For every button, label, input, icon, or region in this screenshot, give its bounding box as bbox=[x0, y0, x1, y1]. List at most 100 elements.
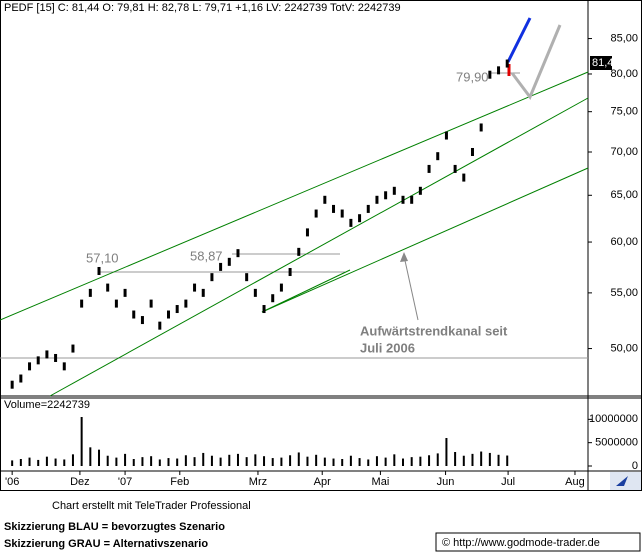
price-bar bbox=[123, 288, 127, 297]
volume-bar bbox=[71, 454, 74, 466]
price-bar bbox=[36, 356, 40, 365]
y-tick-label: 60,00 bbox=[610, 236, 638, 248]
price-bar bbox=[488, 70, 492, 79]
price-bar bbox=[201, 288, 205, 297]
price-bar bbox=[166, 310, 170, 319]
price-bar bbox=[392, 186, 396, 195]
volume-bar bbox=[184, 455, 187, 466]
volume-bar bbox=[271, 458, 274, 466]
price-bar bbox=[401, 195, 405, 204]
price-bar bbox=[366, 204, 370, 213]
x-tick-label: Mai bbox=[372, 476, 390, 488]
price-bar bbox=[427, 164, 431, 173]
volume-bar bbox=[402, 458, 405, 466]
price-bar bbox=[375, 195, 379, 204]
volume-bar bbox=[410, 457, 413, 466]
price-bar bbox=[97, 266, 101, 275]
x-tick-label: Jul bbox=[501, 476, 515, 488]
price-bar bbox=[332, 204, 336, 213]
volume-bar bbox=[506, 455, 509, 466]
volume-bar bbox=[323, 457, 326, 466]
x-tick-label: Feb bbox=[170, 476, 189, 488]
y-tick-label: 50,00 bbox=[610, 342, 638, 354]
volume-bar bbox=[19, 459, 22, 466]
price-bar bbox=[462, 173, 466, 182]
price-bar bbox=[227, 257, 231, 266]
volume-bar bbox=[132, 459, 135, 466]
volume-bar bbox=[54, 458, 57, 466]
trend-line bbox=[261, 167, 589, 313]
volume-bar bbox=[193, 457, 196, 466]
volume-bar bbox=[106, 455, 109, 466]
price-bar bbox=[45, 350, 49, 359]
volume-bar bbox=[11, 460, 14, 466]
volume-bar bbox=[480, 451, 483, 466]
volume-bar bbox=[254, 454, 257, 466]
price-bar bbox=[297, 247, 301, 256]
volume-bar bbox=[428, 455, 431, 466]
price-bar bbox=[418, 186, 422, 195]
price-bar bbox=[114, 299, 118, 308]
y-tick-label: 70,00 bbox=[610, 146, 638, 158]
volume-bar bbox=[176, 458, 179, 466]
volume-bar bbox=[45, 456, 48, 466]
volume-bar bbox=[80, 417, 83, 466]
price-bar bbox=[340, 209, 344, 218]
price-bar bbox=[271, 294, 275, 303]
price-bar bbox=[444, 131, 448, 140]
volume-bar bbox=[384, 457, 387, 466]
price-bar bbox=[305, 228, 309, 237]
volume-bar bbox=[150, 456, 153, 466]
volume-bar bbox=[462, 455, 465, 466]
volume-bar bbox=[471, 453, 474, 466]
volume-bar bbox=[263, 456, 266, 466]
price-bar bbox=[436, 152, 440, 161]
volume-bar bbox=[393, 454, 396, 466]
volume-bar bbox=[98, 449, 101, 466]
volume-bar bbox=[436, 453, 439, 466]
price-bar bbox=[349, 218, 353, 227]
price-bar bbox=[497, 66, 501, 75]
price-bar bbox=[54, 353, 58, 362]
volume-bar bbox=[297, 452, 300, 466]
footer: Skizzierung BLAU = bevorzugtes Szenario bbox=[4, 521, 225, 533]
price-bar bbox=[253, 288, 257, 297]
price-bar bbox=[453, 164, 457, 173]
price-bar bbox=[184, 299, 188, 308]
last-label: 81,44 bbox=[592, 57, 620, 69]
annotation: 79,90 bbox=[456, 69, 489, 84]
volume-bar bbox=[315, 454, 318, 466]
price-bar bbox=[358, 214, 362, 223]
arrow-head bbox=[400, 252, 408, 262]
url-box bbox=[435, 532, 641, 552]
x-tick-label: Mrz bbox=[249, 476, 267, 488]
price-bar bbox=[210, 273, 214, 282]
last-label-box bbox=[590, 56, 612, 70]
volume-bar bbox=[375, 456, 378, 466]
volume-bar bbox=[236, 453, 239, 466]
price-bar bbox=[479, 123, 483, 132]
volume-bar bbox=[289, 455, 292, 466]
trend-line bbox=[49, 97, 589, 397]
price-bar bbox=[80, 299, 84, 308]
volume-bar bbox=[63, 459, 66, 466]
y-tick-label: 80,00 bbox=[610, 68, 638, 80]
volume-bar bbox=[497, 454, 500, 466]
volume-label: Volume=2242739 bbox=[4, 399, 90, 411]
x-tick-label: Jun bbox=[437, 476, 455, 488]
x-tick-label: Dez bbox=[70, 476, 90, 488]
price-bar bbox=[236, 249, 240, 258]
annotation: 57,10 bbox=[86, 250, 119, 265]
price-bar bbox=[71, 344, 75, 353]
price-bar bbox=[314, 209, 318, 218]
volume-bar bbox=[367, 459, 370, 466]
footer: Chart erstellt mit TeleTrader Profession… bbox=[52, 500, 251, 512]
price-bar bbox=[193, 283, 197, 292]
price-bar bbox=[106, 283, 110, 292]
price-bar bbox=[219, 262, 223, 271]
price-bar bbox=[62, 362, 66, 371]
x-tick-label: '06 bbox=[5, 476, 19, 488]
annotation: 58,87 bbox=[190, 248, 223, 263]
price-bar bbox=[505, 59, 509, 68]
